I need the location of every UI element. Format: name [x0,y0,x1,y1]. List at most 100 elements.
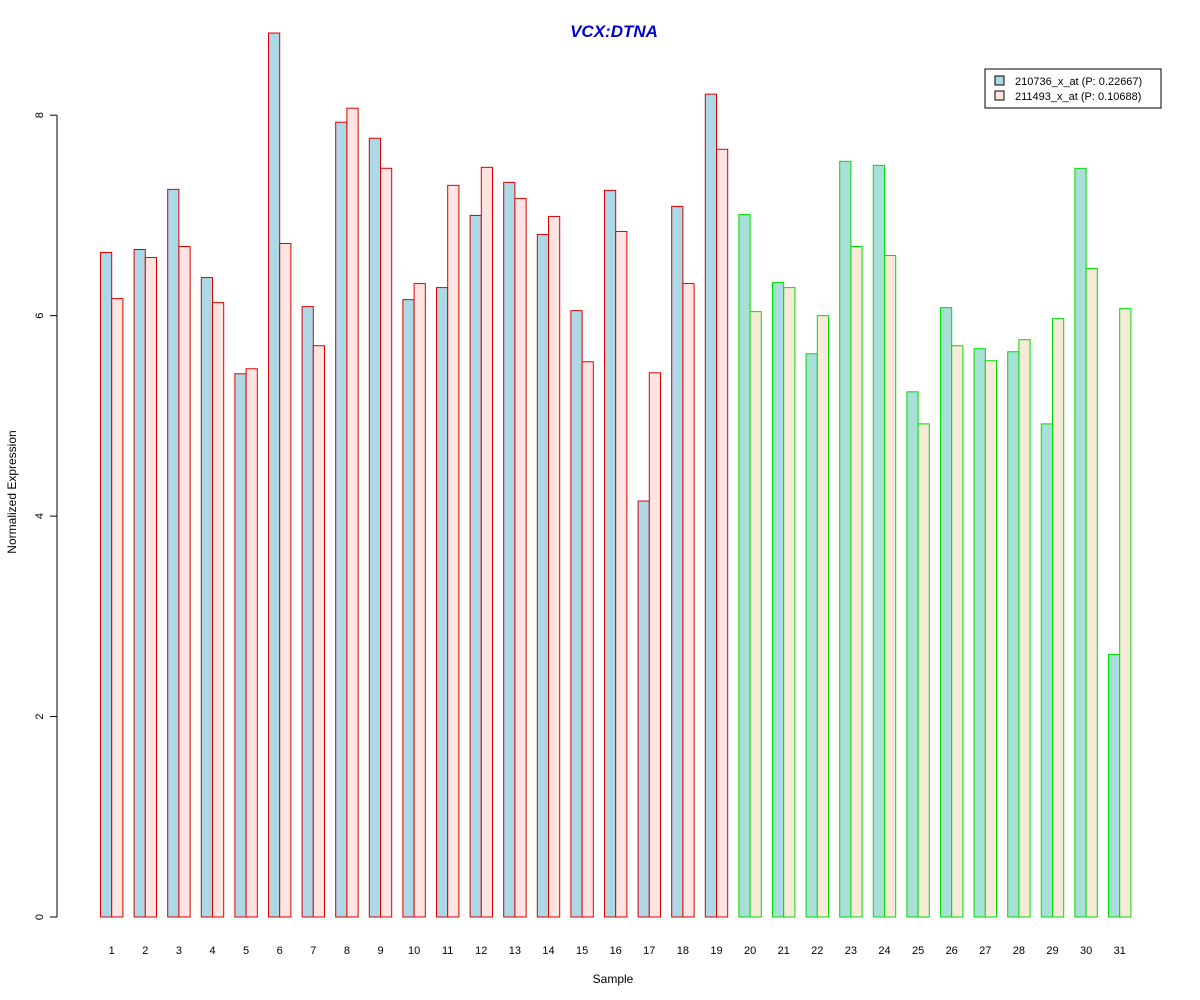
bar-sample-1-series-2 [111,298,124,918]
bar-sample-26-series-1 [940,307,953,918]
bars-group [100,32,1132,918]
x-tick-label: 21 [778,945,790,957]
bar-sample-7-series-1 [301,306,314,918]
x-tick-label: 3 [176,945,182,957]
legend-label-2: 211493_x_at (P: 0.10688) [1015,91,1141,103]
y-tick-label: 4 [34,513,46,519]
bar-sample-4-series-1 [200,277,214,918]
bar-sample-12-series-1 [469,214,482,918]
bar-sample-11-series-2 [447,184,460,918]
x-tick-label: 2 [142,945,148,957]
x-tick-label: 19 [710,945,722,957]
bar-sample-31-series-2 [1119,308,1132,918]
bar-sample-1-series-1 [100,252,113,918]
y-axis: 0 2 4 6 8 [34,112,58,920]
bar-sample-15-series-2 [581,361,594,918]
x-tick-label: 13 [509,945,521,957]
bar-sample-17-series-1 [637,500,650,918]
x-tick-label: 28 [1013,945,1025,957]
y-tick-label: 6 [34,313,46,319]
bar-sample-6-series-1 [268,32,281,918]
bar-sample-8-series-2 [346,107,359,918]
bar-sample-25-series-2 [917,423,930,918]
bar-sample-10-series-2 [413,283,426,918]
x-tick-label: 22 [811,945,823,957]
bar-sample-20-series-1 [738,213,751,918]
bar-sample-25-series-1 [906,391,919,918]
bar-sample-29-series-1 [1040,423,1054,918]
y-axis-label: Normalized Expression [5,430,19,553]
bar-sample-24-series-2 [884,255,897,918]
bar-sample-5-series-1 [234,373,247,918]
bar-sample-3-series-1 [167,188,180,918]
x-tick-label: 27 [979,945,991,957]
bar-sample-28-series-1 [1007,351,1020,918]
bar-sample-17-series-2 [648,372,661,918]
x-tick-label: 14 [542,945,554,957]
bar-sample-9-series-2 [380,167,393,918]
bar-sample-15-series-1 [570,310,583,918]
x-tick-label: 10 [408,945,420,957]
bar-sample-9-series-1 [368,137,381,918]
bar-sample-13-series-2 [514,197,527,918]
bar-sample-2-series-1 [133,249,146,918]
legend-label-1: 210736_x_at (P: 0.22667) [1015,76,1142,88]
bar-sample-21-series-2 [783,287,796,918]
bar-sample-19-series-1 [704,93,717,918]
bar-sample-22-series-1 [805,353,818,918]
y-tick-label: 0 [34,914,46,920]
legend-swatch-1 [994,75,1005,86]
bar-sample-29-series-2 [1052,318,1065,918]
x-tick-label: 26 [946,945,958,957]
legend-box [984,68,1162,109]
bar-sample-19-series-2 [716,148,729,918]
x-tick-label: 15 [576,945,588,957]
bar-sample-18-series-2 [682,283,695,918]
x-tick-label: 1 [109,945,115,957]
x-tick-label: 20 [744,945,756,957]
bar-sample-30-series-2 [1085,268,1098,918]
x-tick-labels: 1 2 3 4 5 6 7 8 9 10 11 12 13 14 15 16 17 18 19 20 21 22 23 24 2… [109,945,1126,957]
bar-sample-4-series-2 [212,302,225,918]
bar-sample-27-series-2 [984,360,997,918]
x-tick-label: 8 [344,945,350,957]
x-tick-label: 31 [1114,945,1126,957]
legend-swatch-2 [994,90,1005,101]
bar-sample-6-series-2 [279,242,292,918]
bar-sample-11-series-1 [436,287,449,918]
x-tick-label: 11 [442,945,453,957]
bar-sample-10-series-1 [402,299,415,918]
bar-sample-3-series-2 [178,245,191,918]
bar-sample-14-series-2 [548,215,561,918]
bar-sample-23-series-2 [850,245,863,918]
x-tick-label: 12 [475,945,487,957]
bar-sample-5-series-2 [245,368,258,918]
y-tick-label: 2 [34,713,46,719]
bar-sample-2-series-2 [144,257,158,918]
x-tick-label: 23 [845,945,857,957]
bar-sample-16-series-2 [615,230,628,918]
bar-sample-14-series-1 [536,233,549,918]
bar-sample-13-series-1 [503,181,516,918]
bar-sample-18-series-1 [671,205,684,918]
bar-sample-27-series-1 [973,348,986,918]
bar-sample-8-series-1 [335,121,348,918]
y-tick-label: 8 [34,112,46,118]
x-tick-label: 18 [677,945,689,957]
x-tick-label: 30 [1080,945,1092,957]
bar-sample-30-series-1 [1074,167,1087,918]
x-axis-label: Sample [593,972,634,986]
bar-sample-24-series-1 [872,164,885,918]
bar-sample-26-series-2 [951,345,964,918]
x-tick-label: 9 [377,945,383,957]
chart-title: VCX:DTNA [570,22,658,41]
bar-sample-20-series-2 [749,311,762,918]
bar-sample-12-series-2 [480,166,493,918]
x-tick-label: 17 [643,945,655,957]
x-tick-label: 16 [610,945,622,957]
x-tick-label: 25 [912,945,924,957]
x-tick-label: 5 [243,945,249,957]
bar-sample-22-series-2 [816,315,829,918]
x-tick-label: 6 [277,945,283,957]
